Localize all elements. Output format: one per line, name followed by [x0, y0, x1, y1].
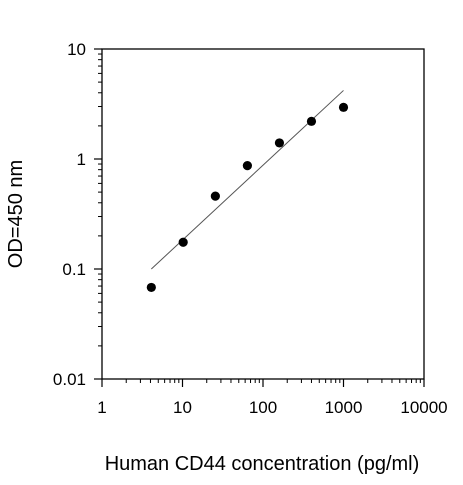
plot-frame [101, 48, 425, 380]
y-axis-title: OD=450 nm [5, 160, 27, 268]
x-tick-label: 100 [249, 398, 277, 417]
x-tick-label: 1 [97, 398, 106, 417]
x-axis-title: Human CD44 concentration (pg/ml) [105, 453, 420, 475]
y-tick-label: 0.01 [53, 370, 86, 389]
data-point [338, 102, 349, 112]
x-tick-label: 10 [173, 398, 192, 417]
y-tick-label: 0.1 [62, 260, 86, 279]
x-tick-label: 1000 [325, 398, 363, 417]
data-point [306, 116, 317, 126]
data-point [242, 161, 252, 171]
data-points-layer [146, 102, 349, 293]
data-point [274, 138, 285, 148]
data-point [146, 282, 156, 293]
data-point [210, 191, 220, 201]
ticks-layer: 1 10 100 1000 10000 0.01 0.1 1 10 [53, 40, 448, 417]
y-tick-label: 10 [67, 40, 86, 59]
x-tick-label: 10000 [400, 398, 447, 417]
plot-area-border [101, 48, 425, 380]
data-point [178, 237, 188, 247]
y-tick-label: 1 [77, 150, 86, 169]
